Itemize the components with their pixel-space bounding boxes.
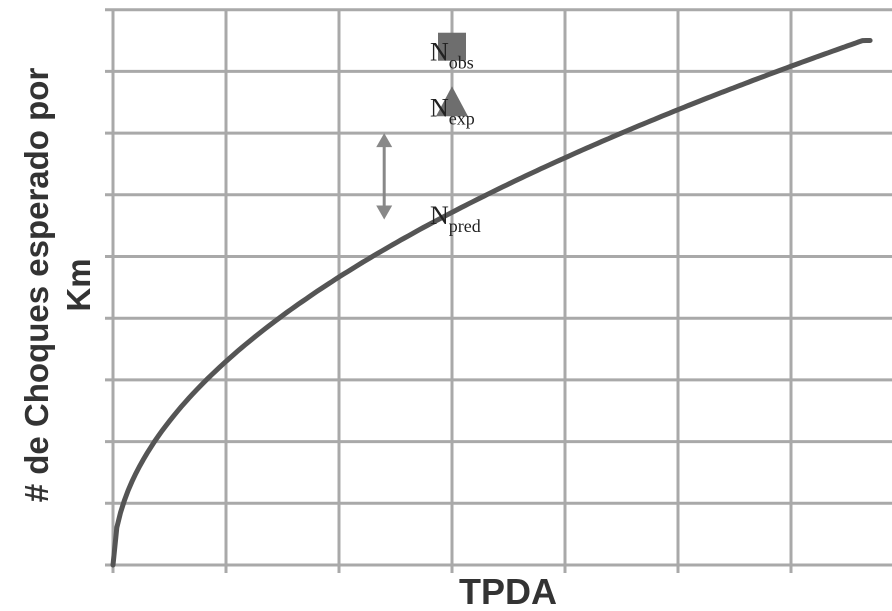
- arrow-head-up: [376, 133, 393, 148]
- difference-arrow: [376, 133, 393, 220]
- arrow-head-down: [376, 205, 393, 220]
- point-label-sub-exp: exp: [449, 108, 475, 128]
- grid: [105, 8, 892, 573]
- point-label-pred: Npred: [430, 201, 481, 236]
- y-axis-title-line2: Km: [60, 258, 97, 311]
- x-axis-title: TPDA: [459, 571, 557, 611]
- point-label-sub-pred: pred: [449, 216, 481, 236]
- point-label-sub-obs: obs: [449, 53, 474, 73]
- point-marker-exp: [436, 86, 468, 117]
- y-axis-title: # de Choques esperado por Km: [18, 68, 97, 503]
- point-markers: [436, 32, 468, 117]
- point-marker-obs: [438, 32, 466, 61]
- expected-crashes-curve: [110, 38, 873, 568]
- y-axis-title-line1: # de Choques esperado por: [18, 68, 55, 503]
